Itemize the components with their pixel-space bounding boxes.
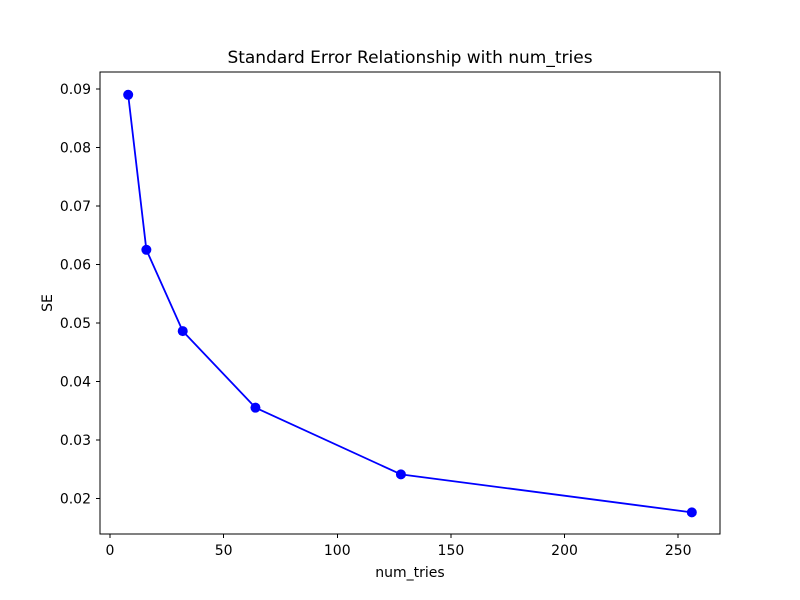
y-tick-label: 0.02 — [60, 491, 91, 507]
axes-frame — [99, 71, 721, 535]
y-axis-label: SE — [40, 294, 56, 312]
data-line — [127, 93, 693, 514]
y-tick-label: 0.06 — [60, 257, 91, 273]
x-tick-label: 150 — [438, 543, 465, 559]
data-point — [395, 469, 406, 480]
data-point — [123, 89, 134, 100]
data-point — [141, 244, 152, 255]
data-point — [250, 402, 261, 413]
y-tick-label: 0.08 — [60, 140, 91, 156]
x-axis-label: num_tries — [375, 565, 444, 581]
y-axis-ticks: 0.02 0.03 0.04 0.05 0.06 0.07 0.08 0.09 — [60, 82, 100, 507]
y-tick-label: 0.09 — [60, 82, 91, 98]
y-tick-label: 0.05 — [60, 316, 91, 332]
plot-area — [100, 72, 720, 534]
x-tick-label: 0 — [106, 543, 115, 559]
x-axis-ticks: 0 50 100 150 200 250 — [106, 534, 692, 559]
y-tick-label: 0.03 — [60, 433, 91, 449]
y-tick-label: 0.04 — [60, 374, 91, 390]
x-tick-label: 250 — [665, 543, 692, 559]
y-tick-label: 0.07 — [60, 199, 91, 215]
data-series — [123, 89, 697, 518]
data-point — [177, 326, 188, 337]
data-point — [686, 507, 697, 518]
x-tick-label: 50 — [215, 543, 233, 559]
x-tick-label: 200 — [551, 543, 578, 559]
chart-title: Standard Error Relationship with num_tri… — [227, 48, 592, 68]
x-tick-label: 100 — [324, 543, 351, 559]
